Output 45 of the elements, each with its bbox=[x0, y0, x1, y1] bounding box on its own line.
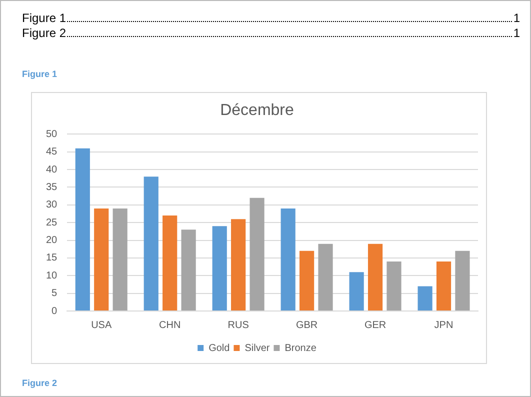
y-tick-label: 5 bbox=[52, 288, 58, 300]
legend-label: Bronze bbox=[284, 342, 317, 354]
bar bbox=[386, 261, 402, 310]
bar bbox=[300, 250, 314, 310]
bar bbox=[418, 286, 432, 310]
x-tick-label: JPN bbox=[434, 320, 454, 331]
x-tick-label: GER bbox=[364, 320, 386, 331]
y-tick-label: 15 bbox=[46, 252, 58, 264]
bar bbox=[231, 219, 246, 310]
caption: Figure 2 bbox=[22, 26, 66, 40]
y-tick-label: 50 bbox=[46, 128, 58, 140]
caption: Figure 2 bbox=[22, 378, 58, 388]
bar bbox=[212, 226, 227, 310]
x-tick-label: RUS bbox=[228, 320, 250, 331]
bar bbox=[162, 216, 178, 310]
bar bbox=[280, 208, 296, 310]
bar bbox=[349, 272, 364, 310]
y-tick-label: 35 bbox=[46, 182, 58, 193]
y-tick-label: 45 bbox=[46, 146, 58, 158]
y-tick-label: 30 bbox=[46, 200, 58, 211]
x-tick-label: CHN bbox=[159, 320, 181, 331]
y-tick-label: 40 bbox=[46, 164, 58, 176]
bar bbox=[112, 208, 128, 310]
bar bbox=[455, 250, 470, 310]
bar bbox=[436, 261, 452, 310]
text: 1 bbox=[513, 11, 520, 25]
chart-title: Décembre bbox=[220, 102, 294, 120]
bar bbox=[94, 208, 109, 310]
y-tick-label: 25 bbox=[46, 217, 58, 228]
legend-label: Gold bbox=[208, 342, 230, 354]
y-tick-label: 0 bbox=[52, 306, 58, 317]
caption: Figure 1 bbox=[22, 11, 66, 25]
y-tick-label: 20 bbox=[46, 235, 58, 246]
bar bbox=[181, 230, 196, 310]
text: 1 bbox=[513, 26, 520, 40]
bar bbox=[250, 198, 264, 310]
caption: Figure 1 bbox=[22, 69, 58, 79]
legend-label: Silver bbox=[244, 342, 270, 354]
bar bbox=[144, 176, 158, 310]
bar bbox=[75, 148, 90, 310]
bar bbox=[318, 244, 333, 310]
y-tick-label: 10 bbox=[46, 270, 58, 282]
x-tick-label: USA bbox=[91, 320, 112, 331]
x-tick-label: GBR bbox=[296, 320, 318, 331]
bar bbox=[368, 244, 383, 310]
